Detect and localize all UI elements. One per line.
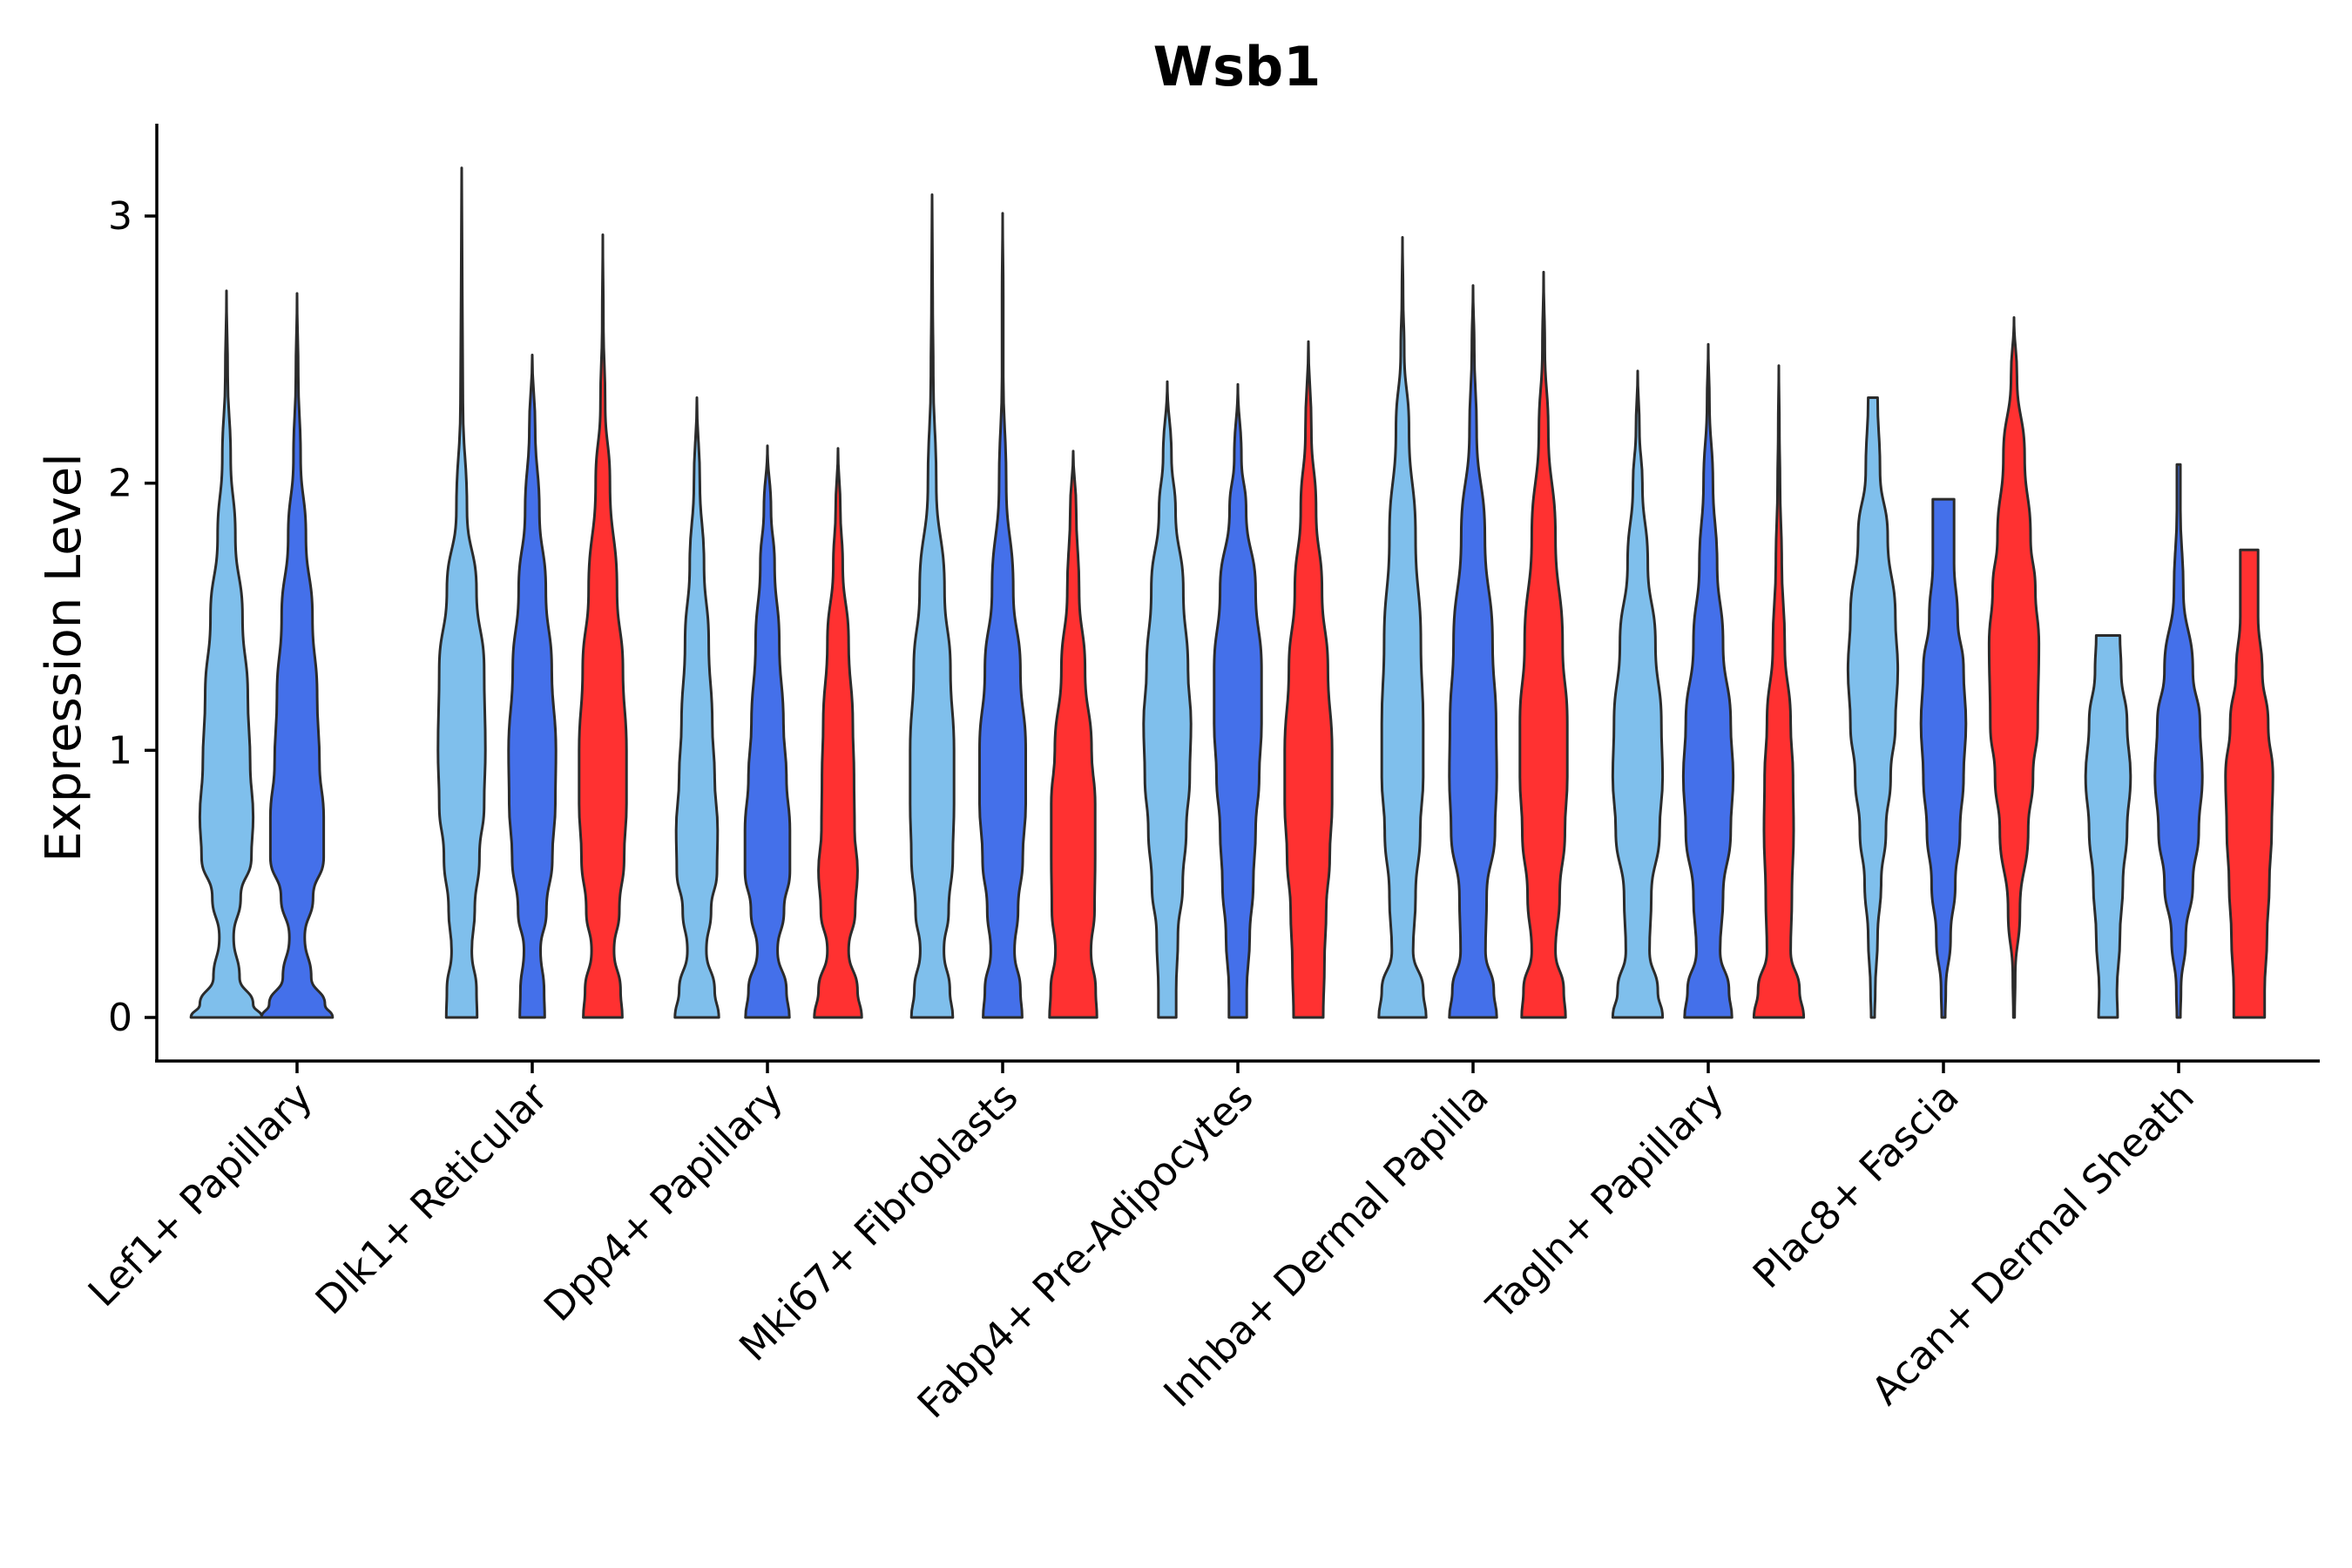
violin-lef1-papillary-group-1 <box>189 289 264 1019</box>
violin-dlk1-reticular-group-1 <box>436 166 487 1019</box>
y-tick-label-2: 2 <box>108 462 132 506</box>
x-tick-label-tagln-papillary: Tagln+ Papillary <box>1477 1073 1733 1328</box>
violin-fabp4-pre-adipocytes-group-3 <box>1283 340 1334 1019</box>
x-tick-label-dpp4-papillary: Dpp4+ Papillary <box>535 1073 792 1330</box>
y-axis-ticks: 0 1 2 3 <box>108 194 157 1040</box>
violin-acan-dermal-sheath-group-3 <box>2224 548 2274 1019</box>
violin-plac8-fascia-group-1 <box>1846 396 1900 1019</box>
violin-acan-dermal-sheath-group-2 <box>2153 463 2204 1019</box>
violin-mki67-fibroblasts-group-1 <box>909 193 956 1019</box>
x-tick-label-dlk1-reticular: Dlk1+ Reticular <box>307 1073 557 1323</box>
y-axis-label: Expression Level <box>36 453 92 862</box>
violin-fabp4-pre-adipocytes-group-2 <box>1213 382 1263 1019</box>
violin-tagln-papillary-group-1 <box>1611 369 1665 1019</box>
violin-dlk1-reticular-group-3 <box>578 233 628 1019</box>
violin-tagln-papillary-group-3 <box>1752 364 1806 1019</box>
violin-dpp4-papillary-group-2 <box>743 444 792 1019</box>
violin-dpp4-papillary-group-3 <box>813 447 863 1019</box>
violin-dlk1-reticular-group-2 <box>507 354 558 1019</box>
violin-inhba-dermal-papilla-group-1 <box>1377 236 1428 1019</box>
violin-mki67-fibroblasts-group-2 <box>978 212 1027 1019</box>
violin-mki67-fibroblasts-group-3 <box>1048 449 1098 1019</box>
violin-fabp4-pre-adipocytes-group-1 <box>1142 380 1193 1019</box>
x-tick-label-lef1-papillary: Lef1+ Papillary <box>79 1073 321 1315</box>
violin-acan-dermal-sheath-group-1 <box>2084 634 2132 1019</box>
violin-layer <box>189 166 2274 1019</box>
violin-inhba-dermal-papilla-group-2 <box>1448 284 1498 1019</box>
y-tick-label-0: 0 <box>108 996 132 1040</box>
y-tick-label-3: 3 <box>108 194 132 239</box>
y-tick-label-1: 1 <box>108 728 132 773</box>
violin-inhba-dermal-papilla-group-3 <box>1518 270 1569 1019</box>
violin-lef1-papillary-group-2 <box>260 292 335 1019</box>
violin-dpp4-papillary-group-1 <box>673 396 720 1019</box>
violin-tagln-papillary-group-2 <box>1681 342 1735 1019</box>
violin-plac8-fascia-group-2 <box>1919 497 1968 1019</box>
violin-plac8-fascia-group-3 <box>1987 316 2041 1019</box>
chart-title: Wsb1 <box>1153 35 1321 98</box>
x-tick-label-plac8-fascia: Plac8+ Fascia <box>1744 1073 1968 1297</box>
